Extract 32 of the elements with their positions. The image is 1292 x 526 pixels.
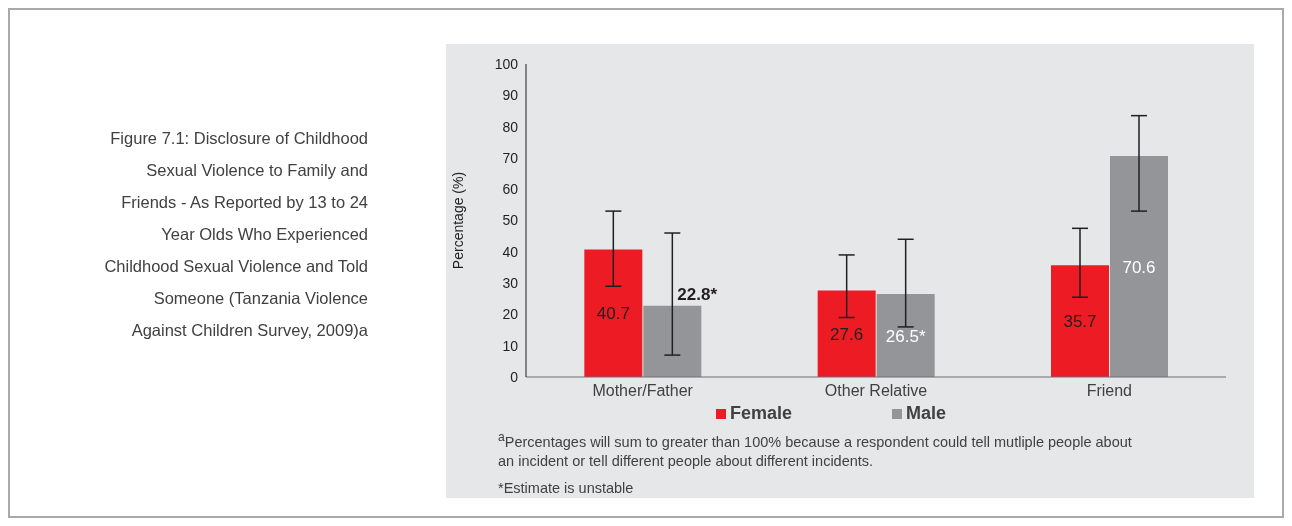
data-label: 26.5* — [885, 326, 926, 346]
x-tick-label: Other Relative — [824, 382, 928, 400]
y-tick-label: 20 — [502, 306, 519, 323]
y-tick-label: 90 — [502, 87, 519, 104]
bar — [584, 249, 643, 377]
data-label: 22.8* — [677, 284, 718, 304]
y-tick-label: 30 — [502, 275, 519, 292]
data-label: 40.7 — [596, 304, 630, 324]
y-axis-title: Percentage (%) — [449, 171, 466, 270]
bar — [643, 305, 702, 377]
y-tick-label: 60 — [502, 181, 519, 198]
y-tick-label: 0 — [510, 368, 519, 385]
data-label: 27.6 — [830, 324, 864, 344]
text: *Estimate is unstable — [498, 478, 635, 498]
y-tick-label: 10 — [502, 337, 519, 354]
text: $^{a}$Percentages will sum to greater than 100% because a respondent could tell mutliple people about an incident or tell different people about different incidents. — [498, 429, 1133, 471]
data-label: 70.6 — [1122, 257, 1156, 277]
legend-label: Male — [906, 403, 947, 423]
legend-label: Female — [729, 403, 792, 423]
bar — [1051, 265, 1109, 377]
bar — [876, 294, 935, 377]
y-tick-label: 80 — [502, 118, 519, 135]
y-tick-label: 40 — [502, 243, 519, 260]
y-tick-label: 100 — [494, 55, 519, 72]
x-tick-label: Mother/Father — [592, 382, 694, 400]
text: Figure 7.1: Disclosure of Childhood Sexual Violence to Family and Friends - As Reported by 13 to 24 Year Olds Who Experienced Childhood Sexual Violence and Told Someone (Tanzania Violence Against Children Survey, 2009)a — [103, 128, 368, 341]
data-label: 35.7 — [1063, 312, 1097, 332]
bar — [1110, 156, 1168, 377]
y-tick-label: 50 — [502, 212, 519, 229]
bar — [817, 290, 876, 377]
x-tick-label: Friend — [1086, 382, 1133, 400]
y-tick-label: 70 — [502, 149, 519, 166]
